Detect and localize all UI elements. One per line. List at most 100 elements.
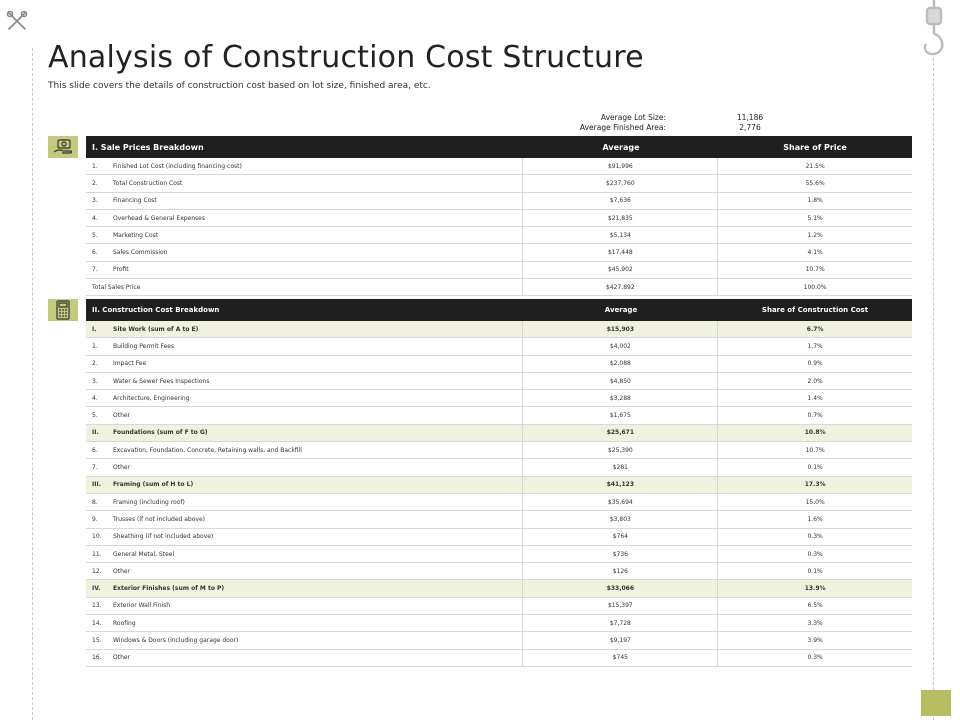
row-average: $764 bbox=[523, 528, 719, 545]
table-row: 7. Other $281 0.1% bbox=[86, 459, 912, 477]
row-share: 1.2% bbox=[807, 231, 823, 239]
header-average: Average bbox=[602, 142, 640, 152]
row-label-cell: I. Site Work (sum of A to E) bbox=[86, 321, 524, 338]
table-row: 13. Exterior Wall Finish $15,397 6.5% bbox=[86, 597, 912, 616]
row-label: Total Construction Cost bbox=[113, 179, 183, 187]
row-label-cell: 6. Excavation, Foundation, Concrete, Reta… bbox=[86, 442, 524, 459]
row-label-cell: 16. Other bbox=[86, 649, 524, 666]
table-row: 7. Profit $45,902 10.7% bbox=[86, 261, 912, 280]
crane-hook-icon bbox=[923, 0, 944, 56]
row-average: $91,996 bbox=[523, 158, 719, 175]
row-label-cell: 11. General Metal, Steel bbox=[86, 545, 524, 563]
row-number: 2. bbox=[92, 179, 98, 187]
row-average: $126 bbox=[523, 563, 719, 580]
summary-value: 11,186 bbox=[736, 113, 764, 122]
row-number: III. bbox=[92, 481, 101, 489]
row-label-cell: 8. Framing (including roof) bbox=[86, 493, 524, 511]
row-average: $7,728 bbox=[523, 615, 719, 632]
subtotal-row: I. Site Work (sum of A to E) $15,903 6.7% bbox=[86, 321, 912, 339]
row-label: Marketing Cost bbox=[113, 231, 159, 239]
header-share: Share of Construction Cost bbox=[761, 306, 869, 314]
table-row: 6. Sales Commission $17,448 4.1% bbox=[86, 244, 912, 262]
row-share: 0.3% bbox=[807, 533, 823, 541]
row-label: Foundations (sum of F to G) bbox=[113, 429, 208, 437]
row-average: $4,002 bbox=[523, 338, 719, 355]
row-average: $4,850 bbox=[523, 372, 719, 390]
row-average: $17,448 bbox=[523, 244, 719, 261]
row-number: 5. bbox=[92, 231, 98, 239]
row-label: Other bbox=[113, 567, 131, 575]
left-guide-line bbox=[32, 48, 33, 720]
summary-value: 2,776 bbox=[739, 123, 761, 132]
row-number: 7. bbox=[92, 266, 98, 274]
row-label-cell: 3. Water & Sewer Fees Inspections bbox=[86, 372, 524, 390]
row-label: Site Work (sum of A to E) bbox=[113, 325, 199, 333]
row-number: 2. bbox=[92, 360, 98, 368]
row-number: 3. bbox=[92, 197, 98, 205]
table-row: 4. Architecture, Engineering $3,288 1.4% bbox=[86, 390, 912, 408]
row-label: Trusses (if not included above) bbox=[113, 515, 205, 523]
row-label: Other bbox=[113, 464, 131, 472]
row-label-cell: 14. Roofing bbox=[86, 615, 524, 632]
subtotal-row: IV. Exterior Finishes (sum of M to P) $33,… bbox=[86, 580, 912, 598]
row-share: 100.0% bbox=[803, 283, 827, 291]
calculator-icon bbox=[48, 299, 78, 321]
row-label-cell: 7. Other bbox=[86, 459, 524, 476]
table-row: 15. Windows & Doors (including garage doo… bbox=[86, 632, 912, 650]
row-label: Overhead & General Expenses bbox=[113, 214, 205, 222]
tools-icon bbox=[6, 10, 28, 30]
row-share: 10.7% bbox=[805, 266, 825, 274]
row-label: Finished Lot Cost (including financing c… bbox=[113, 162, 242, 170]
summary-label: Average Finished Area: bbox=[579, 123, 666, 132]
row-share: 0.3% bbox=[807, 550, 823, 558]
row-label: Exterior Finishes (sum of M to P) bbox=[113, 585, 225, 593]
row-label-cell: 2. Impact Fee bbox=[86, 355, 524, 372]
table-row: 16. Other $745 0.3% bbox=[86, 649, 912, 667]
table-row: 4. Overhead & General Expenses $21,835 5.1% bbox=[86, 209, 912, 228]
row-share: 6.7% bbox=[806, 325, 824, 333]
row-number: 3. bbox=[92, 377, 98, 385]
summary-row-lot-size: Average Lot Size: 11,186 bbox=[540, 113, 900, 123]
row-share: 21.5% bbox=[805, 162, 825, 170]
row-average: $15,397 bbox=[523, 597, 719, 615]
row-label: General Metal, Steel bbox=[113, 550, 175, 558]
row-label-cell: 2. Total Construction Cost bbox=[86, 175, 524, 192]
row-label: Excavation, Foundation, Concrete, Retain… bbox=[113, 446, 302, 454]
row-label: Financing Cost bbox=[113, 197, 157, 205]
row-average: $1,675 bbox=[523, 407, 719, 424]
row-label: Profit bbox=[113, 266, 129, 274]
row-label-cell: 1. Finished Lot Cost (including financing… bbox=[86, 158, 524, 175]
right-guide-line bbox=[933, 58, 934, 720]
row-average: $41,123 bbox=[523, 476, 719, 493]
row-share: 10.8% bbox=[804, 429, 826, 437]
table-row: 3. Financing Cost $7,636 1.8% bbox=[86, 192, 912, 210]
row-average: $35,694 bbox=[523, 493, 719, 511]
row-label-cell: 15. Windows & Doors (including garage doo… bbox=[86, 632, 524, 649]
row-label-cell: 4. Overhead & General Expenses bbox=[86, 209, 524, 227]
header-average: Average bbox=[604, 306, 638, 314]
row-share: 15.0% bbox=[805, 498, 825, 506]
row-average: $736 bbox=[523, 545, 719, 563]
row-average: $2,088 bbox=[523, 355, 719, 372]
row-number: 1. bbox=[92, 162, 98, 170]
row-label-cell: 6. Sales Commission bbox=[86, 244, 524, 261]
row-label-cell: 4. Architecture, Engineering bbox=[86, 390, 524, 407]
summary-block: Average Lot Size: 11,186 Average Finishe… bbox=[540, 113, 900, 133]
row-share: 0.3% bbox=[807, 654, 823, 662]
row-label: Architecture, Engineering bbox=[113, 394, 190, 402]
row-share: 0.7% bbox=[807, 412, 823, 420]
row-label: Water & Sewer Fees Inspections bbox=[113, 377, 210, 385]
row-average: $9,197 bbox=[523, 632, 719, 649]
row-number: 8. bbox=[92, 498, 98, 506]
table-row: 8. Framing (including roof) $35,694 15.0% bbox=[86, 493, 912, 512]
row-number: 7. bbox=[92, 464, 98, 472]
row-number: 4. bbox=[92, 394, 98, 402]
row-label: Exterior Wall Finish bbox=[113, 602, 171, 610]
table-header: II. Construction Cost Breakdown Average … bbox=[86, 299, 912, 321]
table-row: 12. Other $126 0.1% bbox=[86, 563, 912, 581]
table-row: 9. Trusses (if not included above) $3,803 1… bbox=[86, 511, 912, 529]
row-average: $25,390 bbox=[523, 442, 719, 459]
row-share: 4.1% bbox=[807, 249, 823, 257]
row-share: 10.7% bbox=[805, 446, 825, 454]
row-number: 4. bbox=[92, 214, 98, 222]
